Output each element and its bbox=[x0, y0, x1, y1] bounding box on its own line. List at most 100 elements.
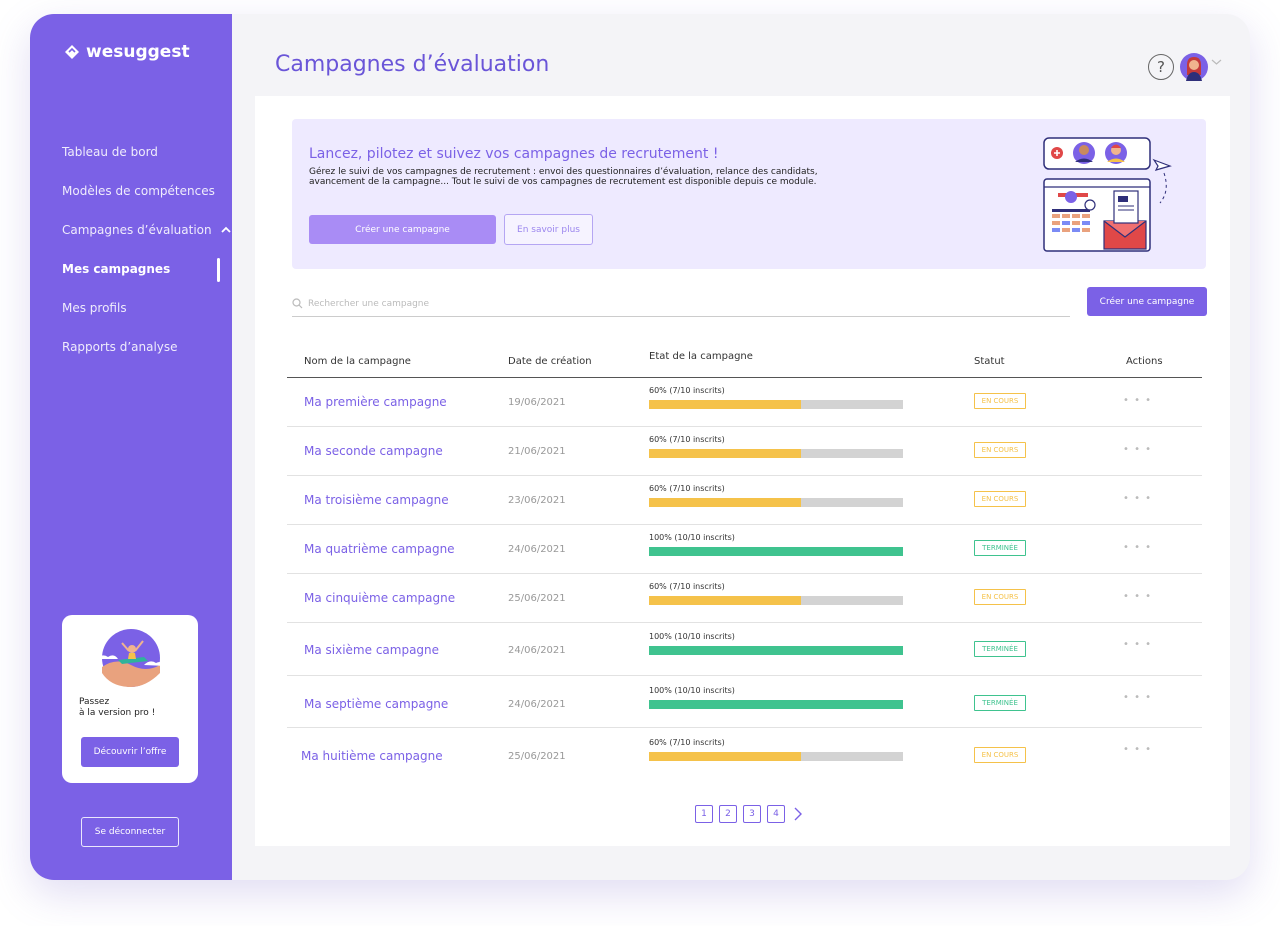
promo-line-1: Passez bbox=[79, 697, 110, 707]
traveler-illustration-icon bbox=[96, 629, 166, 687]
campaign-date: 21/06/2021 bbox=[508, 446, 566, 457]
row-actions-menu[interactable]: • • • bbox=[1123, 591, 1153, 602]
campaign-date: 23/06/2021 bbox=[508, 495, 566, 506]
row-actions-menu[interactable]: • • • bbox=[1123, 744, 1153, 755]
progress-bar bbox=[649, 547, 903, 556]
campaign-name-link[interactable]: Ma septième campagne bbox=[304, 697, 449, 711]
table-header-divider bbox=[287, 377, 1202, 378]
pagination: 1 2 3 4 bbox=[695, 805, 805, 823]
status-badge: TERMINÉE bbox=[974, 540, 1026, 556]
progress-bar bbox=[649, 400, 903, 409]
progress-bar-fill bbox=[649, 498, 802, 507]
table-row: Ma seconde campagne 21/06/2021 60% (7/10… bbox=[287, 427, 1202, 476]
row-actions-menu[interactable]: • • • bbox=[1123, 395, 1153, 406]
column-header-name: Nom de la campagne bbox=[304, 356, 411, 367]
sidebar-item-tableau-de-bord[interactable]: Tableau de bord bbox=[62, 145, 158, 159]
progress-bar bbox=[649, 646, 903, 655]
logout-button[interactable]: Se déconnecter bbox=[81, 817, 179, 847]
row-actions-menu[interactable]: • • • bbox=[1123, 542, 1153, 553]
progress-bar bbox=[649, 498, 903, 507]
sidebar-item-mes-campagnes[interactable]: Mes campagnes bbox=[62, 262, 170, 276]
sidebar-item-label: Campagnes d’évaluation bbox=[62, 223, 212, 237]
campaign-name-link[interactable]: Ma seconde campagne bbox=[304, 444, 443, 458]
sidebar-item-label: Mes campagnes bbox=[62, 262, 171, 276]
status-badge: EN COURS bbox=[974, 589, 1026, 605]
status-badge: EN COURS bbox=[974, 442, 1026, 458]
chevron-right-icon[interactable] bbox=[791, 805, 805, 823]
progress-label: 60% (7/10 inscrits) bbox=[649, 484, 725, 493]
sidebar-item-label: Rapports d’analyse bbox=[62, 340, 178, 354]
brand-logo[interactable]: wesuggest bbox=[64, 42, 190, 62]
status-badge: EN COURS bbox=[974, 747, 1026, 763]
row-actions-menu[interactable]: • • • bbox=[1123, 639, 1153, 650]
search-input[interactable] bbox=[308, 295, 1048, 313]
page-title: Campagnes d’évaluation bbox=[275, 52, 550, 77]
progress-bar-fill bbox=[649, 700, 903, 709]
progress-label: 60% (7/10 inscrits) bbox=[649, 738, 725, 747]
campaign-date: 24/06/2021 bbox=[508, 699, 566, 710]
progress-label: 60% (7/10 inscrits) bbox=[649, 582, 725, 591]
progress-label: 100% (10/10 inscrits) bbox=[649, 533, 735, 542]
row-actions-menu[interactable]: • • • bbox=[1123, 444, 1153, 455]
campaign-name-link[interactable]: Ma sixième campagne bbox=[304, 643, 440, 657]
progress-bar bbox=[649, 596, 903, 605]
sidebar-item-label: Modèles de compétences bbox=[62, 184, 215, 198]
promo-line-2: à la version pro ! bbox=[79, 708, 156, 718]
campaign-date: 25/06/2021 bbox=[508, 751, 566, 762]
row-divider bbox=[287, 727, 1202, 728]
sidebar-item-modeles-competences[interactable]: Modèles de compétences bbox=[62, 184, 215, 198]
banner-title: Lancez, pilotez et suivez vos campagnes … bbox=[309, 146, 719, 162]
row-actions-menu[interactable]: • • • bbox=[1123, 493, 1153, 504]
progress-bar bbox=[649, 700, 903, 709]
promo-text: Passez à la version pro ! bbox=[79, 697, 155, 719]
create-campaign-button[interactable]: Créer une campagne bbox=[1087, 287, 1207, 316]
page-button-3[interactable]: 3 bbox=[743, 805, 761, 823]
progress-bar-fill bbox=[649, 596, 802, 605]
learn-more-button[interactable]: En savoir plus bbox=[504, 214, 593, 245]
campaign-name-link[interactable]: Ma troisième campagne bbox=[304, 493, 449, 507]
column-header-date: Date de création bbox=[508, 356, 592, 367]
sidebar-item-rapports-analyse[interactable]: Rapports d’analyse bbox=[62, 340, 178, 354]
campaign-date: 24/06/2021 bbox=[508, 544, 566, 555]
campaign-date: 19/06/2021 bbox=[508, 397, 566, 408]
column-header-status: Statut bbox=[974, 356, 1005, 367]
progress-label: 100% (10/10 inscrits) bbox=[649, 632, 735, 641]
column-header-state: Etat de la campagne bbox=[649, 351, 753, 362]
row-actions-menu[interactable]: • • • bbox=[1123, 692, 1153, 703]
status-badge: TERMINÉE bbox=[974, 695, 1026, 711]
progress-bar-fill bbox=[649, 547, 903, 556]
progress-bar bbox=[649, 752, 903, 761]
campaign-name-link[interactable]: Ma cinquième campagne bbox=[304, 591, 456, 605]
row-divider bbox=[287, 622, 1202, 623]
user-avatar[interactable] bbox=[1180, 53, 1208, 81]
chevron-up-icon bbox=[221, 226, 232, 233]
main-content: Lancez, pilotez et suivez vos campagnes … bbox=[255, 96, 1230, 846]
progress-bar-fill bbox=[649, 449, 802, 458]
page-button-4[interactable]: 4 bbox=[767, 805, 785, 823]
campaign-name-link[interactable]: Ma quatrième campagne bbox=[304, 542, 455, 556]
progress-label: 60% (7/10 inscrits) bbox=[649, 435, 725, 444]
table-row: Ma sixième campagne 24/06/2021 100% (10/… bbox=[287, 623, 1202, 676]
app-window: wesuggest Tableau de bord Modèles de com… bbox=[30, 14, 1250, 880]
progress-bar-fill bbox=[649, 752, 802, 761]
campaign-name-link[interactable]: Ma huitième campagne bbox=[301, 749, 443, 763]
row-divider bbox=[287, 426, 1202, 427]
campaign-name-link[interactable]: Ma première campagne bbox=[304, 395, 447, 409]
progress-bar bbox=[649, 449, 903, 458]
help-icon[interactable]: ? bbox=[1148, 54, 1174, 80]
pro-promo-card: Passez à la version pro ! Découvrir l’of… bbox=[62, 615, 198, 783]
page-button-1[interactable]: 1 bbox=[695, 805, 713, 823]
search-icon bbox=[292, 298, 303, 309]
intro-banner: Lancez, pilotez et suivez vos campagnes … bbox=[292, 119, 1206, 269]
campaign-date: 24/06/2021 bbox=[508, 645, 566, 656]
chevron-down-icon[interactable] bbox=[1211, 58, 1222, 66]
page-button-2[interactable]: 2 bbox=[719, 805, 737, 823]
banner-create-campaign-button[interactable]: Créer une campagne bbox=[309, 215, 496, 244]
table-row: Ma huitième campagne 25/06/2021 60% (7/1… bbox=[287, 728, 1202, 780]
sidebar-item-mes-profils[interactable]: Mes profils bbox=[62, 301, 127, 315]
recruitment-illustration-icon bbox=[1043, 137, 1172, 252]
column-header-actions: Actions bbox=[1126, 356, 1163, 367]
sidebar-item-campagnes-evaluation[interactable]: Campagnes d’évaluation bbox=[62, 223, 232, 237]
campaign-date: 25/06/2021 bbox=[508, 593, 566, 604]
discover-offer-button[interactable]: Découvrir l’offre bbox=[81, 737, 179, 767]
